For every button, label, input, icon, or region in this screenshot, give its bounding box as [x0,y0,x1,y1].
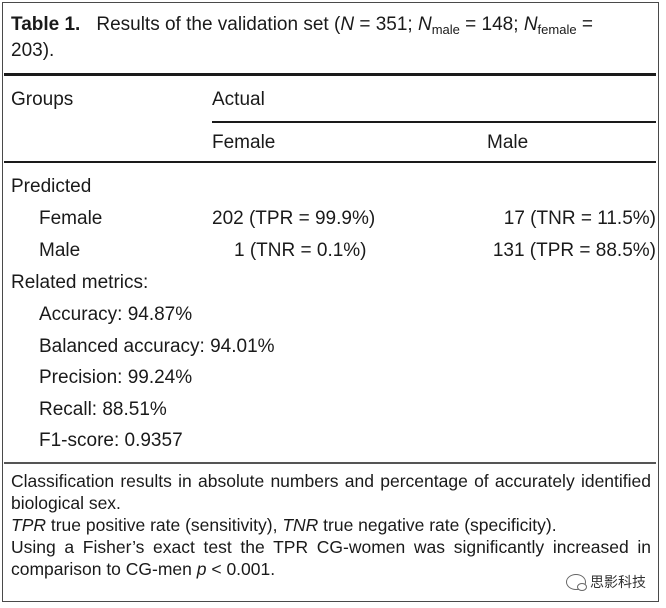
table-label: Table 1. [11,14,81,35]
header-groups: Groups [11,89,74,110]
top-rule [4,73,656,76]
header-actual: Actual [212,89,265,110]
footnote-classification: Classification results in absolute numbe… [11,471,651,513]
metric-recall: Recall: 88.51% [39,399,167,420]
watermark-text: 思影科技 [590,574,646,590]
metric-f1-score: F1-score: 0.9357 [39,430,183,451]
metric-precision: Precision: 99.24% [39,367,193,388]
header-female: Female [212,132,276,153]
table-caption: Table 1. Results of the validation set (N… [11,12,651,64]
metric-accuracy: Accuracy: 94.87% [39,304,193,325]
row-pred-male-label: Male [39,240,81,261]
cell-pred-female-actual-male: 17 (TNR = 11.5%) [503,208,656,229]
table-footnote: Classification results in absolute numbe… [11,470,651,580]
header-male: Male [487,132,529,153]
table-frame [2,2,659,602]
cell-pred-female-actual-female: 202 (TPR = 99.9%) [212,208,376,229]
footnote-fisher-test: Using a Fisher’s exact test the TPR CG-w… [11,537,651,579]
footnote-abbreviations: TPR true positive rate (sensitivity), TN… [11,515,557,535]
caption-text: Results of the validation set (N = 351; … [96,14,593,37]
wechat-icon [566,574,587,591]
metrics-heading: Related metrics: [11,272,149,293]
metric-balanced-accuracy: Balanced accuracy: 94.01% [39,336,275,357]
bottom-rule [4,462,656,464]
actual-rule [212,121,656,123]
row-predicted: Predicted [11,176,92,197]
caption-text-line2: 203). [11,40,55,61]
row-pred-female-label: Female [39,208,103,229]
watermark: 思影科技 [566,572,646,592]
cell-pred-male-actual-male: 131 (TPR = 88.5%) [492,240,656,261]
cell-pred-male-actual-female: 1 (TNR = 0.1%) [234,240,367,261]
header-bottom-rule [4,161,656,163]
